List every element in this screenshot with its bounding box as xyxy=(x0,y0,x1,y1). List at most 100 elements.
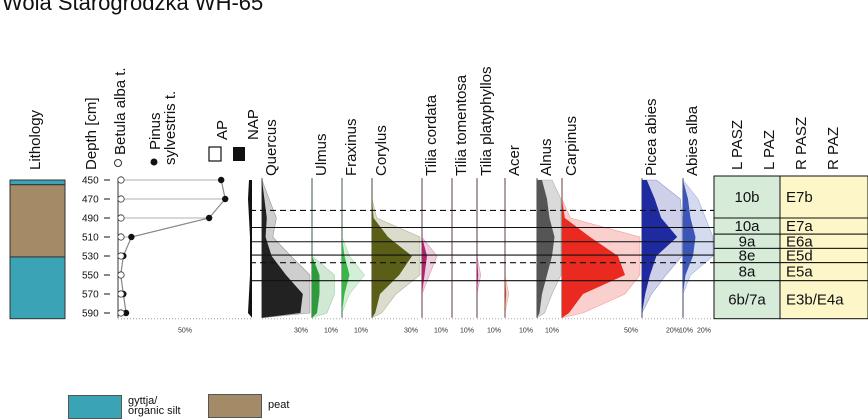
depth-label: 470 xyxy=(82,195,99,206)
depth-label: 550 xyxy=(82,271,99,282)
taxon-curve xyxy=(372,180,412,318)
taxon-header-alnus: Alnus xyxy=(538,138,555,176)
taxon-tick-label: 50% xyxy=(624,328,638,335)
pinus-point xyxy=(205,214,213,222)
lithology-unit-gyttja xyxy=(9,256,66,320)
legend-gyttja-label: gyttja/organic silt xyxy=(128,396,181,417)
betula-marker xyxy=(114,159,122,167)
taxon-exaggeration xyxy=(341,180,365,318)
l-zone-label: 8a xyxy=(739,264,756,281)
l-zone-label: 6b/7a xyxy=(728,292,766,309)
taxon-header-quercus: Quercus xyxy=(263,119,280,176)
nap-marker xyxy=(233,147,245,161)
r-zone-label: E3b/E4a xyxy=(786,292,844,309)
taxon-header-tilia-cordata: Tilia cordata xyxy=(423,94,440,176)
lpaz-header: L PAZ xyxy=(761,130,778,170)
taxon-tick-label: 30% xyxy=(404,328,418,335)
taxon-exaggeration xyxy=(504,180,510,318)
taxon-tick-label: 10% xyxy=(519,328,533,335)
depth-label: 590 xyxy=(82,309,99,320)
pinus-point xyxy=(217,176,225,184)
r-zone-cell xyxy=(779,280,868,320)
taxon-curve xyxy=(505,180,507,318)
taxon-header-ulmus: Ulmus xyxy=(313,133,330,176)
taxon-tick-label: 10% xyxy=(545,328,559,335)
taxon-curve xyxy=(262,180,303,318)
pinus-point xyxy=(128,233,135,241)
pinus-marker xyxy=(150,158,158,166)
lpasz-header: L PASZ xyxy=(729,120,746,170)
taxon-tick-label: 30% xyxy=(294,328,308,335)
lithology-unit-gyttja xyxy=(9,179,66,186)
taxon-header-corylus: Corylus xyxy=(373,125,390,176)
lithology-header: Lithology xyxy=(27,109,44,170)
depth-label: 510 xyxy=(82,233,99,244)
taxon-tick-label: 10% xyxy=(679,328,693,335)
betula-point xyxy=(117,252,125,260)
taxon-curve xyxy=(683,180,696,318)
taxon-header-acer: Acer xyxy=(506,145,523,176)
diagram-title: Wola Starogrodzka WH-65 xyxy=(2,0,264,15)
betula-point xyxy=(117,195,125,203)
taxon-header-fraxinus: Fraxinus xyxy=(343,118,360,176)
r-zone-label: E5d xyxy=(786,248,813,265)
taxon-tick-label: 20% xyxy=(697,328,711,335)
taxon-curve xyxy=(537,180,555,318)
nap-edge xyxy=(252,178,256,318)
taxon-curve xyxy=(342,180,350,318)
ap-marker xyxy=(208,146,222,162)
betula-point xyxy=(117,271,125,279)
pinus-point xyxy=(122,309,130,317)
taxon-tick-label: 10% xyxy=(354,328,368,335)
l-zone-cell xyxy=(713,175,781,219)
depth-label: 530 xyxy=(82,252,99,263)
l-zone-cell xyxy=(713,280,781,320)
rpaz-header: R PAZ xyxy=(825,127,842,170)
depth-label: 570 xyxy=(82,290,99,301)
taxon-header-tilia-platyphyllos: Tilia platyphyllos xyxy=(478,67,495,177)
depth-label: 490 xyxy=(82,214,99,225)
l-zone-label: 10a xyxy=(734,218,760,235)
r-zone-label: E5a xyxy=(786,264,813,281)
rpasz-header: R PASZ xyxy=(793,117,810,170)
ap-header: AP xyxy=(214,120,231,140)
nap-area xyxy=(248,180,252,318)
betula-point xyxy=(117,176,125,184)
taxon-tick-label: 10% xyxy=(434,328,448,335)
betula-point xyxy=(117,214,125,222)
r-zone-cell xyxy=(779,175,868,219)
lithology-unit-peat xyxy=(9,184,66,258)
legend-peat-label: peat xyxy=(268,399,290,411)
taxon-header-abies-alba: Abies alba xyxy=(684,105,701,176)
betula-header: Betula alba t. xyxy=(112,67,129,155)
betula-point xyxy=(117,290,125,298)
pinus-header-2: sylvestris t. xyxy=(162,91,179,165)
pinus-header: Pinus xyxy=(147,112,164,150)
taxon-curve xyxy=(422,180,427,318)
ap-tick-label: 50% xyxy=(178,328,192,335)
betula-point xyxy=(117,233,125,241)
r-zone-label: E6a xyxy=(786,233,813,250)
taxon-exaggeration xyxy=(682,179,714,318)
taxon-curve xyxy=(562,180,625,318)
taxon-exaggeration xyxy=(476,180,482,318)
betula-point xyxy=(117,309,125,317)
legend-peat-swatch xyxy=(208,394,262,418)
l-zone-label: 8e xyxy=(739,248,756,265)
taxon-header-carpinus: Carpinus xyxy=(563,116,580,176)
taxon-curve xyxy=(477,180,479,318)
l-zone-label: 10b xyxy=(734,189,759,206)
taxon-curve xyxy=(312,180,320,318)
taxon-tick-label: 10% xyxy=(487,328,501,335)
pinus-point xyxy=(222,195,229,203)
depth-header: Depth [cm] xyxy=(83,97,100,170)
r-zone-label: E7b xyxy=(786,189,813,206)
taxon-tick-label: 10% xyxy=(460,328,474,335)
taxon-exaggeration xyxy=(421,180,438,318)
legend-gyttja-line-2: organic silt xyxy=(128,405,181,417)
l-zone-label: 9a xyxy=(739,233,756,250)
r-zone-label: E7a xyxy=(786,218,813,235)
legend-gyttja-swatch xyxy=(68,395,122,419)
taxon-curve xyxy=(642,180,678,318)
